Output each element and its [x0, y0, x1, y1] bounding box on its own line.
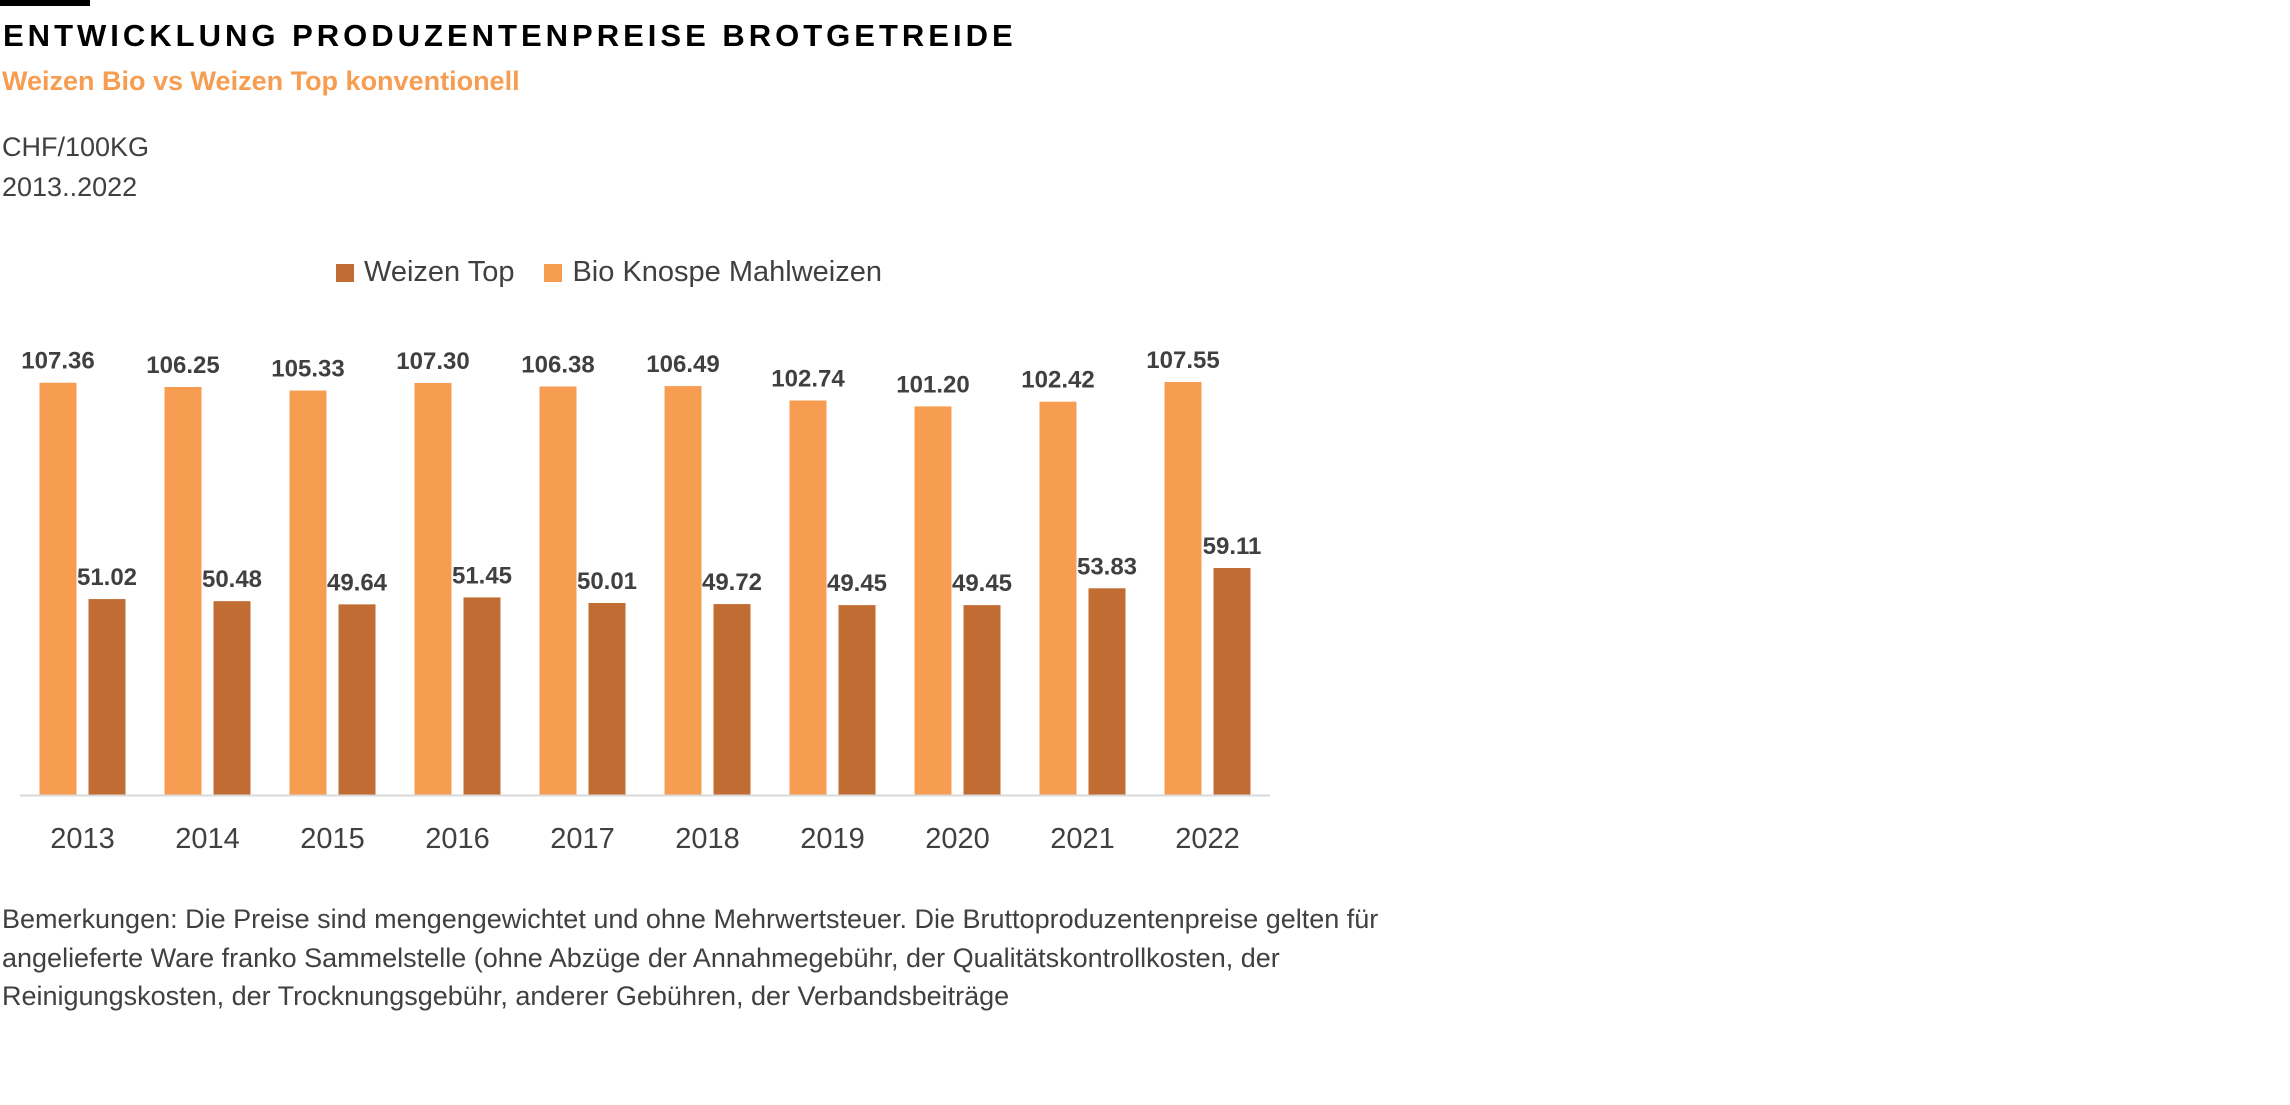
bar-top-2016	[463, 597, 501, 795]
data-label-bio-2016: 107.30	[396, 348, 469, 375]
bar-bio-2022	[1164, 382, 1202, 795]
data-label-bio-2022: 107.55	[1146, 347, 1219, 374]
data-label-bio-2014: 106.25	[146, 352, 219, 379]
bar-top-2017	[588, 602, 626, 795]
data-label-top-2019: 49.45	[827, 570, 887, 597]
bar-top-2013	[88, 599, 126, 795]
data-label-top-2015: 49.64	[327, 569, 388, 596]
bar-top-2021	[1088, 588, 1126, 795]
x-tick-label: 2017	[550, 823, 615, 855]
data-label-bio-2021: 102.42	[1021, 367, 1094, 394]
legend-item-weizen-top: Weizen Top	[336, 256, 514, 289]
x-tick-label: 2015	[300, 823, 365, 855]
x-tick-label: 2016	[425, 823, 490, 855]
x-tick-label: 2014	[175, 823, 240, 855]
legend-swatch-bio-knospe	[544, 263, 563, 282]
data-label-top-2018: 49.72	[702, 569, 762, 596]
data-label-top-2016: 51.45	[452, 562, 512, 589]
bar-bio-2016	[414, 382, 452, 795]
x-tick-label: 2018	[675, 823, 740, 855]
chart-subtitle: Weizen Bio vs Weizen Top konventionell	[2, 66, 520, 96]
data-label-top-2017: 50.01	[577, 568, 637, 595]
footnote: Bemerkungen: Die Preise sind mengengewic…	[2, 904, 1379, 1011]
bar-bio-2013	[39, 382, 77, 795]
bar-bio-2018	[664, 386, 702, 795]
x-tick-label: 2019	[800, 823, 865, 855]
bar-top-2014	[213, 601, 251, 795]
title-accent-bar	[0, 0, 90, 6]
data-label-top-2022: 59.11	[1203, 533, 1262, 560]
bar-bio-2014	[164, 387, 202, 795]
data-label-bio-2013: 107.36	[21, 348, 94, 375]
data-label-top-2021: 53.83	[1077, 553, 1137, 580]
bar-top-2022	[1213, 568, 1251, 795]
data-label-top-2020: 49.45	[952, 570, 1012, 597]
x-tick-label: 2021	[1050, 823, 1115, 855]
bar-chart: 107.36 51.02 2013 106.25 50.48 2014 105.33 49.6…	[20, 347, 1270, 855]
x-tick-label: 2022	[1175, 823, 1240, 855]
period-label: 2013..2022	[2, 172, 138, 202]
bar-bio-2020	[914, 406, 952, 795]
x-tick-label: 2020	[925, 823, 990, 855]
legend-label: Bio Knospe Mahlweizen	[572, 256, 882, 288]
data-label-top-2014: 50.48	[202, 566, 262, 593]
data-label-bio-2017: 106.38	[521, 352, 594, 379]
data-label-bio-2015: 105.33	[271, 356, 344, 383]
bar-top-2020	[963, 605, 1001, 795]
bar-bio-2017	[539, 386, 577, 795]
data-label-bio-2020: 101.20	[896, 371, 969, 398]
legend: Weizen Top Bio Knospe Mahlweizen	[336, 256, 912, 289]
data-label-top-2013: 51.02	[77, 564, 137, 591]
bar-bio-2015	[289, 390, 327, 795]
bar-bio-2019	[789, 400, 827, 795]
data-label-bio-2018: 106.49	[646, 351, 719, 378]
bar-top-2015	[338, 604, 376, 795]
bar-top-2019	[838, 605, 876, 795]
legend-label: Weizen Top	[364, 256, 515, 288]
data-label-bio-2019: 102.74	[771, 365, 845, 392]
legend-item-bio-knospe: Bio Knospe Mahlweizen	[544, 256, 882, 289]
chart-title: ENTWICKLUNG PRODUZENTENPREISE BROTGETREI…	[3, 18, 1017, 53]
legend-swatch-weizen-top	[336, 263, 354, 282]
bar-top-2018	[713, 604, 751, 795]
bar-bio-2021	[1039, 401, 1077, 795]
x-tick-label: 2013	[50, 823, 115, 855]
unit-label: CHF/100KG	[2, 132, 150, 162]
